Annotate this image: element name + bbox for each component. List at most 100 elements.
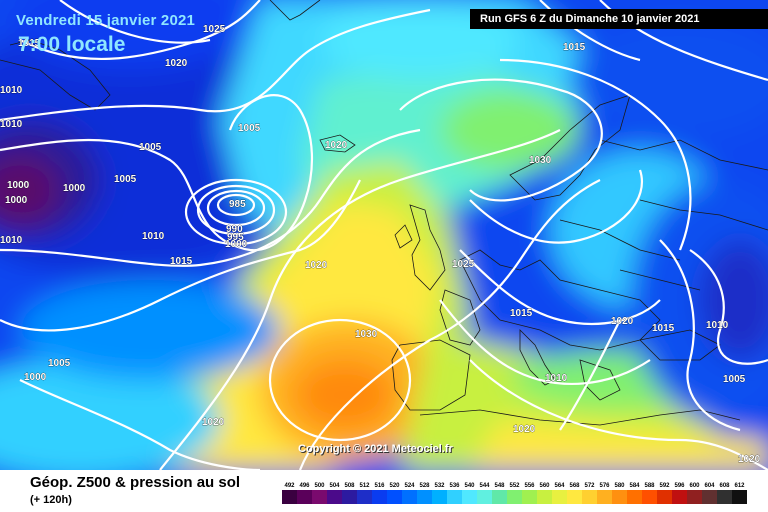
- scale-tick-label: 592: [659, 483, 670, 489]
- isobar-label: 1000: [7, 180, 30, 191]
- color-scale: 492 496 500 504 508 512 516 520 524 528 532 536 540 5…: [282, 483, 747, 504]
- isobar-label: 1020: [513, 424, 536, 435]
- scale-swatch: [627, 490, 642, 504]
- scale-tick-label: 564: [554, 483, 565, 489]
- scale-swatch: [417, 490, 432, 504]
- scale-tick-label: 556: [524, 483, 535, 489]
- scale-tick-label: 604: [704, 483, 715, 489]
- scale-tick-label: 520: [389, 483, 400, 489]
- scale-tick-label: 576: [599, 483, 610, 489]
- scale-tick-label: 584: [629, 483, 640, 489]
- scale-tick-label: 608: [719, 483, 730, 489]
- scale-tick-label: 552: [509, 483, 520, 489]
- isobar-label: 1015: [652, 323, 675, 334]
- scale-swatch: [372, 490, 387, 504]
- isobar-label: 1025: [203, 24, 226, 35]
- scale-tick-label: 524: [404, 483, 415, 489]
- scale-swatch: [732, 490, 747, 504]
- scale-tick-label: 504: [329, 483, 340, 489]
- isobar-label: 1010: [142, 231, 165, 242]
- scale-swatch: [552, 490, 567, 504]
- scale-swatch: [702, 490, 717, 504]
- isobar-label: 1020: [325, 140, 348, 151]
- run-info: Run GFS 6 Z du Dimanche 10 janvier 2021: [470, 9, 768, 29]
- scale-tick-label: 536: [449, 483, 460, 489]
- geopotential-field: [0, 0, 768, 470]
- weather-map: 1025 1020 1015 1010 1005 1005 1000 1000 …: [0, 0, 768, 470]
- scale-tick-label: 492: [284, 483, 295, 489]
- map-canvas: 1025 1020 1015 1010 1005 1005 1000 1000 …: [0, 0, 768, 470]
- scale-tick-label: 528: [419, 483, 430, 489]
- isobar-label: 1015: [563, 42, 586, 53]
- scale-swatch: [597, 490, 612, 504]
- isobar-label: 995: [227, 232, 244, 243]
- scale-tick-label: 540: [464, 483, 475, 489]
- isobar-label: 1005: [48, 358, 71, 369]
- scale-tick-label: 500: [314, 483, 325, 489]
- isobar-label: 1000: [63, 183, 86, 194]
- scale-swatch: [522, 490, 537, 504]
- isobars: [0, 0, 768, 470]
- scale-swatch: [657, 490, 672, 504]
- scale-tick-label: 548: [494, 483, 505, 489]
- isobar-label: 1010: [0, 85, 23, 96]
- scale-tick-label: 568: [569, 483, 580, 489]
- scale-swatch: [297, 490, 312, 504]
- isobar-label: 1025: [452, 259, 475, 270]
- isobar-label: 1005: [139, 142, 162, 153]
- isobar-label: 1010: [0, 235, 23, 246]
- scale-swatch: [537, 490, 552, 504]
- scale-swatch: [717, 490, 732, 504]
- scale-swatch: [687, 490, 702, 504]
- isobar-label: 1030: [529, 155, 552, 166]
- isobar-label: 1015: [170, 256, 193, 267]
- scale-swatch: [567, 490, 582, 504]
- scale-tick-label: 496: [299, 483, 310, 489]
- isobar-label: 1005: [723, 374, 746, 385]
- isobar-label: 1015: [510, 308, 533, 319]
- scale-tick-label: 572: [584, 483, 595, 489]
- isobar-label: 1010: [545, 373, 568, 384]
- scale-swatch: [642, 490, 657, 504]
- scale-tick-label: 560: [539, 483, 550, 489]
- scale-swatch: [342, 490, 357, 504]
- isobar-label: 1020: [305, 260, 328, 271]
- scale-swatch: [477, 490, 492, 504]
- isobar-label: 1020: [738, 454, 761, 465]
- isobar-label: 1020: [611, 316, 634, 327]
- isobar-label: 1000: [24, 372, 47, 383]
- isobar-label: 1000: [5, 195, 28, 206]
- isobar-label: 1005: [238, 123, 261, 134]
- scale-tick-label: 600: [689, 483, 700, 489]
- scale-tick-label: 596: [674, 483, 685, 489]
- scale-swatch: [612, 490, 627, 504]
- isobar-label: 990: [226, 224, 243, 235]
- scale-swatch: [357, 490, 372, 504]
- scale-swatch: [447, 490, 462, 504]
- scale-swatch: [312, 490, 327, 504]
- scale-tick-label: 580: [614, 483, 625, 489]
- scale-tick-label: 612: [734, 483, 745, 489]
- scale-tick-label: 508: [344, 483, 355, 489]
- scale-tick-label: 512: [359, 483, 370, 489]
- forecast-time: 7:00 locale: [18, 33, 126, 56]
- isobar-label: 1000: [225, 239, 248, 250]
- isobar-label: 1015: [18, 38, 41, 49]
- scale-swatch: [402, 490, 417, 504]
- scale-swatch: [432, 490, 447, 504]
- scale-swatch: [672, 490, 687, 504]
- isobar-label: 1005: [114, 174, 137, 185]
- scale-tick-label: 544: [479, 483, 490, 489]
- scale-tick-label: 516: [374, 483, 385, 489]
- isobar-label: 1020: [165, 58, 188, 69]
- isobar-labels: 1025 1020 1015 1010 1005 1005 1000 1000 …: [0, 24, 761, 466]
- map-title: Géop. Z500 & pression au sol: [30, 474, 241, 491]
- forecast-range: (+ 120h): [30, 494, 72, 506]
- scale-swatch: [327, 490, 342, 504]
- isobar-label: 1030: [355, 329, 378, 340]
- isobar-label: 1010: [706, 320, 729, 331]
- scale-swatch: [462, 490, 477, 504]
- scale-tick-label: 588: [644, 483, 655, 489]
- scale-swatch: [282, 490, 297, 504]
- isobar-label: 1020: [202, 417, 225, 428]
